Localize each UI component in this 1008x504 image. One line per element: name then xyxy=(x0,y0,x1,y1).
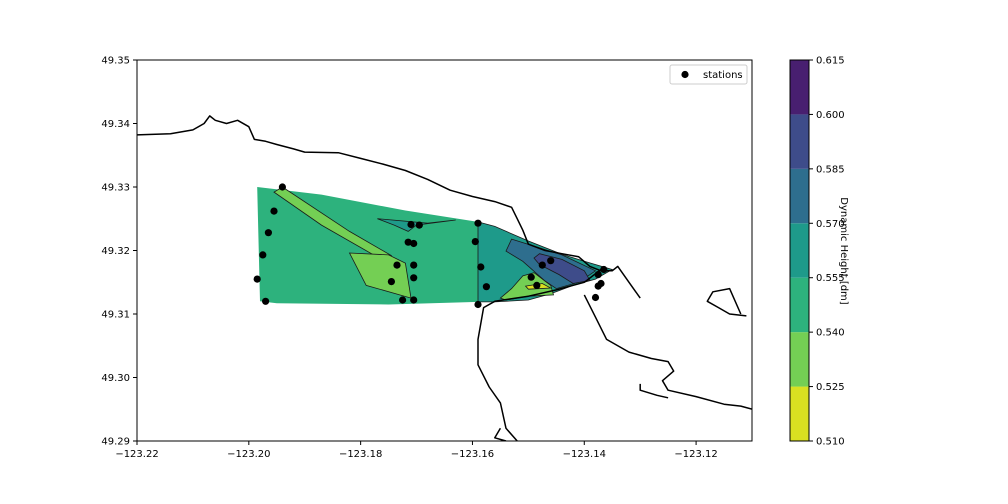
colorbar-frame xyxy=(789,59,810,442)
y-tick-label: 49.33 xyxy=(101,183,130,194)
colorbar-band-3 xyxy=(790,223,809,278)
colorbar-bands xyxy=(790,60,809,441)
stations-layer xyxy=(253,183,608,309)
colorbar-tick-label: 0.525 xyxy=(816,382,845,393)
station-point-13 xyxy=(387,278,395,286)
station-point-14 xyxy=(399,296,407,304)
colorbar-band-4 xyxy=(790,168,809,224)
station-point-17 xyxy=(471,238,479,246)
x-axis: −123.22 −123.20 −123.18 −123.16 −123.14 −123.… xyxy=(115,441,718,460)
station-point-24 xyxy=(547,257,555,265)
station-point-4 xyxy=(253,275,261,283)
station-point-18 xyxy=(477,263,485,271)
station-point-28 xyxy=(594,282,602,290)
station-point-3 xyxy=(259,251,267,259)
colorbar-tick-label: 0.585 xyxy=(816,164,845,175)
station-point-29 xyxy=(591,293,600,302)
x-tick-label: −123.14 xyxy=(563,449,606,460)
station-point-22 xyxy=(533,281,541,289)
colorbar-label: Dynamic Height [dm] xyxy=(838,197,849,305)
y-axis: 49.29 49.30 49.31 49.32 49.33 49.34 49.35 xyxy=(101,56,137,448)
station-point-11 xyxy=(410,261,418,269)
legend: stations xyxy=(669,64,748,85)
x-tick-label: −123.20 xyxy=(227,449,270,460)
colorbar-tick-label: 0.510 xyxy=(816,437,845,448)
colorbar-band-2 xyxy=(790,277,809,333)
station-point-15 xyxy=(410,296,418,304)
x-tick-label: −123.18 xyxy=(339,449,382,460)
station-point-20 xyxy=(474,300,482,309)
x-tick-label: −123.12 xyxy=(674,449,717,460)
coastline-segment-0 xyxy=(137,115,641,299)
station-point-12 xyxy=(410,274,418,282)
map-plot-area xyxy=(136,59,753,442)
station-point-9 xyxy=(410,239,418,248)
y-tick-label: 49.35 xyxy=(101,56,130,67)
x-tick-label: −123.22 xyxy=(115,449,158,460)
coastline-layer xyxy=(137,115,752,441)
coastline-segment-2 xyxy=(583,294,752,410)
station-point-2 xyxy=(264,229,272,237)
colorbar-tick-label: 0.615 xyxy=(816,56,845,67)
coastline-segment-3 xyxy=(639,383,669,399)
colorbar: 0.510 0.525 0.540 0.555 0.570 0.585 0.600 0.615… xyxy=(789,56,849,448)
coastline-segment-4 xyxy=(494,427,507,441)
contour-fill-layer xyxy=(257,186,614,305)
y-tick-label: 49.29 xyxy=(101,437,130,448)
colorbar-band-1 xyxy=(790,332,809,387)
colorbar-tick-label: 0.600 xyxy=(816,110,845,121)
colorbar-band-6 xyxy=(790,60,809,115)
station-point-7 xyxy=(415,221,423,229)
x-tick-label: −123.16 xyxy=(451,449,494,460)
station-point-8 xyxy=(404,238,412,246)
legend-label-stations: stations xyxy=(703,70,743,81)
y-tick-label: 49.30 xyxy=(101,373,130,384)
y-tick-label: 49.31 xyxy=(101,310,130,321)
colorbar-tick-label: 0.570 xyxy=(816,219,845,230)
station-point-6 xyxy=(407,220,415,229)
station-point-23 xyxy=(538,261,546,269)
y-tick-label: 49.34 xyxy=(101,119,130,130)
colorbar-tick-label: 0.555 xyxy=(816,273,845,284)
legend-box xyxy=(669,64,748,85)
station-point-10 xyxy=(393,261,401,269)
station-point-19 xyxy=(482,283,490,291)
station-point-0 xyxy=(278,183,286,191)
station-point-26 xyxy=(594,271,602,279)
coastline-segment-5 xyxy=(706,287,747,317)
legend-station-marker xyxy=(681,70,689,79)
colorbar-ticks: 0.510 0.525 0.540 0.555 0.570 0.585 0.600 0.615 xyxy=(809,56,845,448)
y-tick-label: 49.32 xyxy=(101,246,130,257)
colorbar-band-5 xyxy=(790,114,809,169)
station-point-16 xyxy=(474,219,482,227)
station-point-21 xyxy=(527,273,535,281)
coastline-segment-1 xyxy=(477,268,602,441)
colorbar-tick-label: 0.540 xyxy=(816,328,845,339)
colorbar-band-0 xyxy=(790,386,809,441)
station-point-1 xyxy=(270,207,278,215)
station-point-25 xyxy=(600,265,608,274)
station-point-5 xyxy=(262,297,270,305)
